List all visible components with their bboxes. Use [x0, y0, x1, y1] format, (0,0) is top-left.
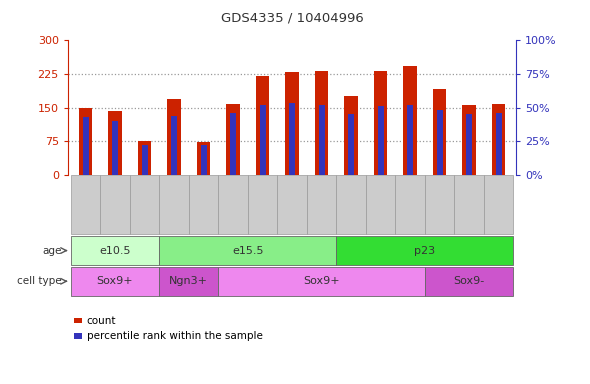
Bar: [138, 141, 151, 175]
Bar: [345, 96, 358, 175]
Bar: [463, 105, 476, 175]
Text: e15.5: e15.5: [232, 245, 264, 256]
Text: Ngn3+: Ngn3+: [169, 276, 208, 286]
Bar: [496, 113, 502, 175]
Bar: [142, 145, 148, 175]
Bar: [227, 104, 240, 175]
Bar: [289, 103, 295, 175]
Bar: [315, 71, 328, 175]
Bar: [112, 121, 118, 175]
Bar: [466, 114, 472, 175]
Bar: [260, 105, 266, 175]
Bar: [109, 111, 122, 175]
Text: count: count: [87, 316, 116, 326]
Text: e10.5: e10.5: [99, 245, 131, 256]
Bar: [83, 117, 88, 175]
Bar: [79, 108, 92, 175]
Bar: [286, 72, 299, 175]
Bar: [256, 76, 269, 175]
Bar: [437, 110, 442, 175]
Bar: [230, 113, 236, 175]
Bar: [374, 71, 387, 175]
Text: Sox9-: Sox9-: [454, 276, 484, 286]
Bar: [168, 99, 181, 175]
Bar: [171, 116, 177, 175]
Bar: [492, 104, 505, 175]
Bar: [407, 105, 413, 175]
Bar: [404, 66, 417, 175]
Text: Sox9+: Sox9+: [97, 276, 133, 286]
Bar: [378, 106, 384, 175]
Text: Sox9+: Sox9+: [303, 276, 340, 286]
Text: p23: p23: [414, 245, 435, 256]
Bar: [197, 142, 210, 175]
Bar: [201, 145, 206, 175]
Bar: [319, 105, 324, 175]
Bar: [433, 89, 446, 175]
Text: age: age: [42, 245, 62, 256]
Bar: [348, 114, 354, 175]
Text: cell type: cell type: [17, 276, 62, 286]
Text: percentile rank within the sample: percentile rank within the sample: [87, 331, 263, 341]
Text: GDS4335 / 10404996: GDS4335 / 10404996: [221, 12, 363, 25]
